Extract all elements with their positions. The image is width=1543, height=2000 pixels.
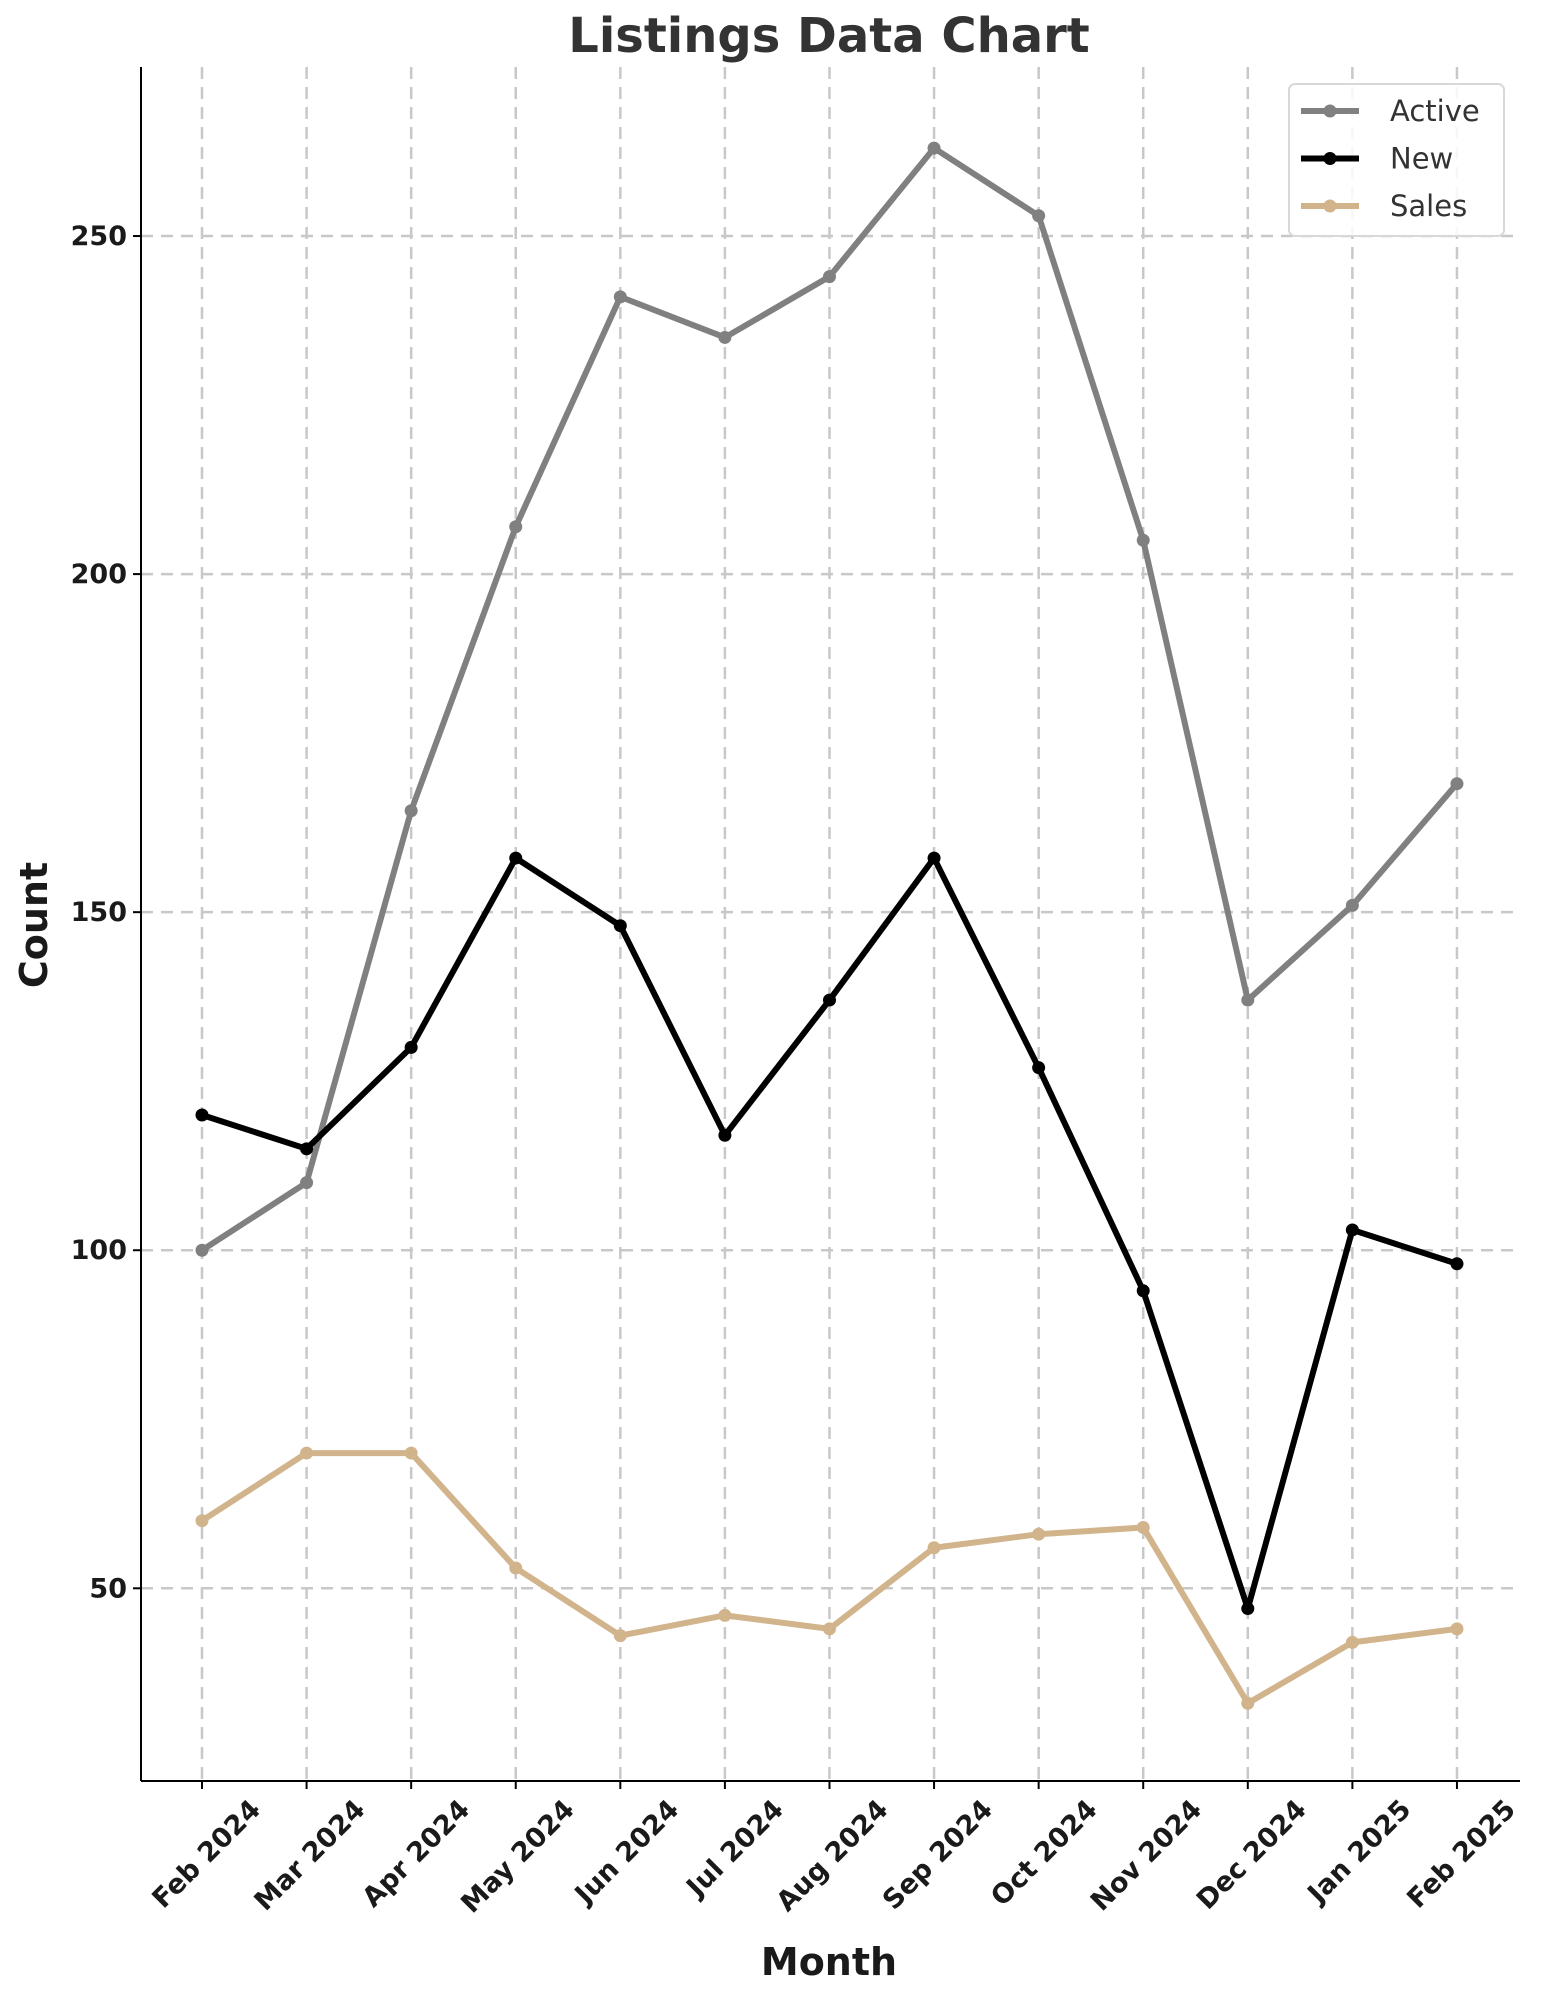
data-point-new xyxy=(822,993,836,1007)
data-point-sales xyxy=(927,1541,941,1555)
y-tick-label: 150 xyxy=(71,897,127,928)
data-point-active xyxy=(509,520,523,534)
legend-box xyxy=(1288,83,1505,237)
data-series xyxy=(195,141,1464,1710)
data-point-sales xyxy=(1450,1622,1464,1636)
x-axis-label: Month xyxy=(761,1940,897,1984)
data-point-sales xyxy=(404,1446,418,1460)
data-point-active xyxy=(927,141,941,155)
data-point-sales xyxy=(718,1608,732,1622)
y-tick-label: 250 xyxy=(71,221,127,252)
x-tick-label: Mar 2024 xyxy=(249,1794,372,1917)
legend-label-active: Active xyxy=(1390,94,1480,128)
data-point-active xyxy=(1241,993,1255,1007)
data-point-sales xyxy=(822,1622,836,1636)
data-point-active xyxy=(1136,533,1150,547)
legend-label-sales: Sales xyxy=(1390,189,1467,223)
data-point-active xyxy=(300,1176,314,1190)
x-tick-label: Sep 2024 xyxy=(877,1794,999,1916)
data-point-new xyxy=(300,1142,314,1156)
chart-title: Listings Data Chart xyxy=(568,8,1090,64)
data-point-new xyxy=(1450,1257,1464,1271)
legend-marker-active xyxy=(1323,104,1337,118)
data-point-sales xyxy=(1136,1520,1150,1534)
data-point-active xyxy=(613,290,627,304)
x-tick-label: Jun 2024 xyxy=(568,1794,685,1911)
data-point-new xyxy=(195,1108,209,1122)
x-tick-label: Nov 2024 xyxy=(1085,1794,1208,1917)
data-point-new xyxy=(1032,1061,1046,1075)
data-point-new xyxy=(613,919,627,933)
data-point-active xyxy=(1450,777,1464,791)
legend: Active New Sales xyxy=(1288,83,1505,237)
legend-marker-new xyxy=(1323,152,1337,165)
data-point-active xyxy=(718,330,732,344)
data-point-sales xyxy=(1345,1635,1359,1649)
data-point-sales xyxy=(1032,1527,1046,1541)
y-tick-label: 100 xyxy=(71,1235,127,1266)
data-point-sales xyxy=(509,1561,523,1575)
y-axis-label: Count xyxy=(12,862,56,988)
data-point-active xyxy=(195,1243,209,1257)
x-tick-label: Jan 2025 xyxy=(1301,1794,1418,1911)
data-point-active xyxy=(822,270,836,284)
data-point-new xyxy=(1241,1602,1255,1616)
data-point-sales xyxy=(1241,1696,1255,1710)
legend-label-new: New xyxy=(1390,142,1453,176)
axes xyxy=(140,67,1520,1782)
data-point-new xyxy=(1136,1284,1150,1298)
data-point-active xyxy=(1032,209,1046,223)
data-point-active xyxy=(1345,898,1359,912)
x-tick-label: Feb 2025 xyxy=(1401,1794,1522,1915)
x-tick-label: Aug 2024 xyxy=(771,1794,895,1918)
x-tick-label: Jul 2024 xyxy=(679,1794,789,1904)
data-point-sales xyxy=(300,1446,314,1460)
x-tick-label: May 2024 xyxy=(455,1794,580,1919)
data-point-new xyxy=(927,851,941,865)
y-tick-labels: 50 100 150 200 250 xyxy=(71,221,141,1604)
y-tick-label: 50 xyxy=(89,1573,127,1604)
data-point-new xyxy=(404,1040,418,1054)
data-point-new xyxy=(718,1128,732,1142)
y-tick-label: 200 xyxy=(71,559,127,590)
data-point-new xyxy=(1345,1223,1359,1237)
data-point-new xyxy=(509,851,523,865)
data-point-sales xyxy=(195,1514,209,1528)
grid-lines xyxy=(141,67,1520,1781)
data-point-active xyxy=(404,804,418,818)
legend-marker-sales xyxy=(1323,199,1337,213)
data-point-sales xyxy=(613,1629,627,1643)
x-tick-label: Dec 2024 xyxy=(1191,1794,1313,1916)
